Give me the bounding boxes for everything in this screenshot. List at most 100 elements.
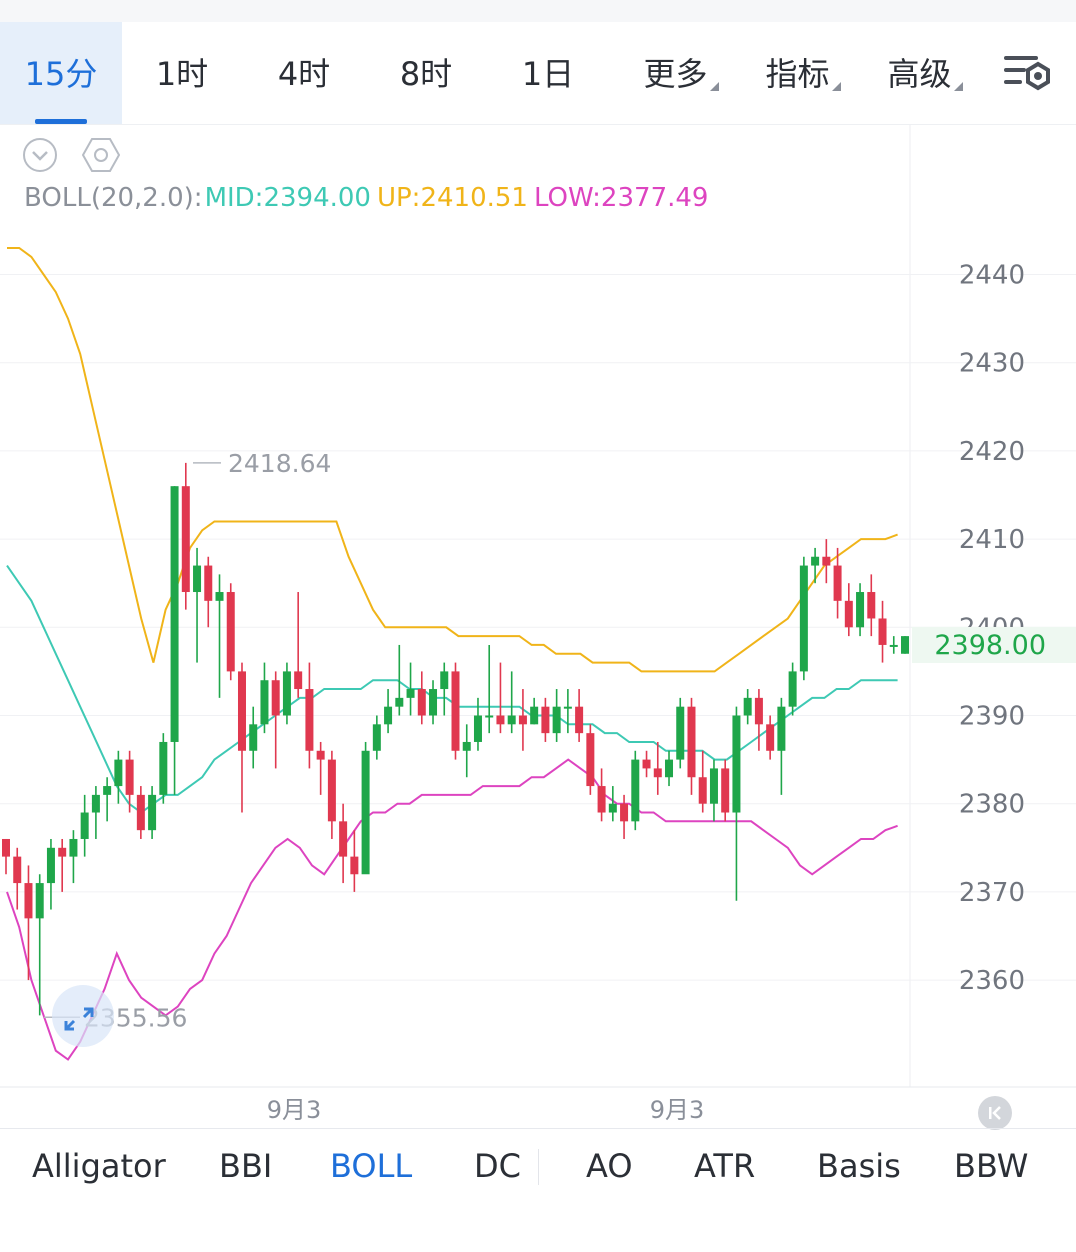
candle-body — [114, 759, 123, 787]
candle-body — [754, 697, 763, 725]
tab-label: 1时 — [155, 55, 209, 93]
candle-body — [103, 786, 112, 795]
candle-body — [148, 794, 157, 831]
x-tick-label: 9月3 — [267, 1096, 322, 1124]
lower-band-line — [6, 758, 898, 1061]
indicator-boll[interactable]: BOLL — [330, 1147, 413, 1185]
collapse-chevron-icon[interactable] — [22, 137, 58, 173]
candle-body — [46, 847, 55, 884]
tab-1h[interactable]: 1时 — [136, 22, 228, 124]
candle-body — [260, 680, 269, 725]
candle-body — [608, 803, 617, 813]
candle-body — [575, 706, 584, 734]
candle-body — [799, 565, 808, 672]
candle-body — [327, 759, 336, 822]
candle-body — [339, 821, 348, 857]
candle-body — [766, 724, 775, 751]
scroll-to-latest-button[interactable] — [978, 1096, 1012, 1130]
candle-body — [282, 671, 291, 716]
candle-body — [451, 671, 460, 751]
active-tab-indicator — [35, 119, 87, 124]
indicator-atr[interactable]: ATR — [694, 1147, 756, 1185]
candle-body — [271, 680, 280, 716]
candle-body — [350, 856, 359, 875]
indicator-dc[interactable]: DC — [474, 1147, 521, 1185]
candle-body — [237, 671, 246, 751]
candle-body — [170, 486, 179, 742]
tab-indicators-dropdown[interactable]: 指标 — [748, 22, 858, 124]
candle-body — [552, 706, 561, 734]
candle-body — [777, 706, 786, 751]
candle-body — [249, 724, 258, 751]
candle-body — [2, 838, 10, 857]
candle-body — [721, 768, 730, 813]
candle-body — [215, 592, 224, 601]
indicator-alligator[interactable]: Alligator — [32, 1147, 166, 1185]
tab-8h[interactable]: 8时 — [380, 22, 472, 124]
candle-body — [743, 697, 752, 716]
candle-body — [125, 759, 134, 795]
last-price-label: 2398.00 — [934, 630, 1046, 661]
candle-body — [856, 592, 865, 628]
candle-body — [58, 847, 67, 857]
indicator-bbw[interactable]: BBW — [954, 1147, 1029, 1185]
high-marker-label: 2418.64 — [228, 449, 331, 478]
candle-body — [788, 671, 797, 707]
candle-body — [395, 697, 404, 707]
candle-body — [530, 706, 539, 725]
candle-body — [305, 689, 314, 751]
candle-body — [709, 768, 718, 804]
tab-advanced-dropdown[interactable]: 高级 — [870, 22, 980, 124]
time-axis: 9月3 9月3 — [267, 1096, 705, 1124]
candle-body — [372, 724, 381, 751]
tab-more-dropdown[interactable]: 更多 — [626, 22, 736, 124]
candle-body — [24, 883, 33, 919]
y-tick-label: 2360 — [959, 966, 1025, 996]
candle-body — [13, 856, 22, 884]
tab-label: 1日 — [521, 55, 575, 93]
caret-down-icon — [831, 82, 841, 91]
candle-body — [665, 759, 674, 778]
tab-15m[interactable]: 15分 — [0, 22, 122, 124]
y-tick-label: 2370 — [959, 878, 1025, 908]
candle-body — [204, 565, 213, 601]
indicator-basis[interactable]: Basis — [817, 1147, 901, 1185]
skip-back-icon — [989, 1106, 1001, 1120]
candle-body — [159, 741, 168, 795]
candle-body — [406, 689, 415, 698]
candle-body — [226, 592, 235, 672]
indicator-ao[interactable]: AO — [586, 1147, 633, 1185]
candle-body — [867, 592, 876, 619]
candle-body — [361, 750, 370, 875]
candle-body — [597, 786, 606, 813]
candle-body — [294, 671, 303, 690]
zoom-reset-button[interactable] — [52, 985, 114, 1047]
tab-1d[interactable]: 1日 — [502, 22, 594, 124]
candle-body — [136, 794, 145, 831]
legend-name: BOLL(20,2.0): — [24, 183, 203, 213]
boll-legend: BOLL(20,2.0):MID:2394.00 UP:2410.51 LOW:23… — [24, 183, 714, 213]
indicator-settings-gear-icon[interactable] — [81, 137, 121, 173]
candle-body — [462, 741, 471, 751]
tab-label: 指标 — [765, 55, 830, 93]
caret-down-icon — [709, 82, 719, 91]
tab-label: 更多 — [643, 55, 708, 93]
y-tick-label: 2430 — [959, 349, 1025, 379]
candle-body — [440, 671, 449, 690]
candle-body — [80, 812, 89, 839]
candle-body — [181, 486, 190, 593]
candle-body — [833, 565, 842, 601]
candle-body — [417, 689, 426, 716]
chart-settings-icon[interactable] — [1000, 52, 1056, 96]
candle-body — [91, 794, 100, 813]
candle-body — [316, 750, 325, 760]
candle-body — [473, 715, 482, 742]
divider — [538, 1149, 539, 1185]
indicator-bbi[interactable]: BBI — [219, 1147, 273, 1185]
legend-mid: MID:2394.00 — [204, 183, 371, 213]
legend-up: UP:2410.51 — [376, 183, 528, 213]
candle-body — [687, 706, 696, 778]
timeframe-tabs: 15分 1时 4时 8时 1日 更多 指标 高级 — [0, 22, 1076, 125]
tab-4h[interactable]: 4时 — [258, 22, 350, 124]
bottom-spacer — [0, 1208, 1076, 1252]
